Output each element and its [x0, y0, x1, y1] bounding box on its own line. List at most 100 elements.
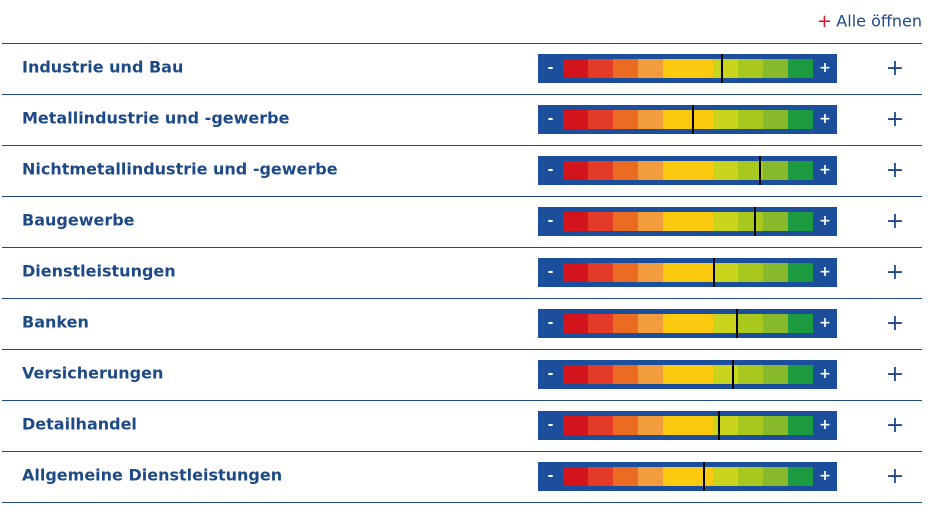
row-toggle[interactable]: +	[886, 56, 904, 81]
gauge-segment	[788, 212, 813, 231]
sector-label: Baugewerbe	[22, 211, 135, 230]
sector-row: Industrie und Bau - + +	[22, 54, 904, 83]
gauge: - +	[538, 156, 837, 185]
gauge-segment	[588, 263, 613, 282]
gauge-plus: +	[819, 315, 831, 331]
gauge-segment	[588, 212, 613, 231]
gauge-segment	[738, 110, 763, 129]
gauge-segment	[763, 314, 788, 333]
gauge-segment	[788, 467, 813, 486]
gauge-segment	[663, 314, 713, 333]
gauge-plus: +	[819, 162, 831, 178]
gauge-segment	[788, 110, 813, 129]
gauge-minus: -	[548, 213, 554, 229]
gauge-segment	[788, 263, 813, 282]
gauge-segment	[588, 59, 613, 78]
gauge-segment	[763, 161, 788, 180]
gauge-segment	[738, 212, 763, 231]
gauge-segment	[638, 416, 663, 435]
gauge-segment	[638, 212, 663, 231]
gauge-segment	[563, 212, 588, 231]
gauge-segment	[613, 314, 638, 333]
gauge-segment	[738, 161, 763, 180]
sector-label: Nichtmetallindustrie und -gewerbe	[22, 160, 338, 179]
gauge: - +	[538, 207, 837, 236]
sector-row: Metallindustrie und -gewerbe - + +	[22, 105, 904, 134]
gauge-segment	[613, 263, 638, 282]
gauge-segment	[663, 212, 713, 231]
gauge-segment	[713, 263, 738, 282]
gauge-segment	[563, 314, 588, 333]
gauge-segment	[638, 467, 663, 486]
gauge-segment	[588, 314, 613, 333]
gauge-segment	[563, 365, 588, 384]
row-toggle[interactable]: +	[886, 209, 904, 234]
row-toggle[interactable]: +	[886, 464, 904, 489]
gauge-segment	[763, 416, 788, 435]
gauge-segment	[763, 59, 788, 78]
sector-row: Banken - + +	[22, 309, 904, 338]
gauge-segment	[613, 161, 638, 180]
gauge-segment	[588, 416, 613, 435]
gauge-segment	[788, 365, 813, 384]
gauge-segment	[713, 416, 738, 435]
gauge-plus: +	[819, 111, 831, 127]
sector-row: Nichtmetallindustrie und -gewerbe - + +	[22, 156, 904, 185]
gauge-plus: +	[819, 417, 831, 433]
gauge-segment	[613, 110, 638, 129]
gauge-segment	[738, 416, 763, 435]
gauge: - +	[538, 309, 837, 338]
sector-row: Allgemeine Dienstleistungen - + +	[22, 462, 904, 491]
gauge-segment	[638, 263, 663, 282]
gauge-segment	[638, 161, 663, 180]
expand-all-icon: +	[817, 11, 832, 32]
gauge-segment	[738, 59, 763, 78]
expand-all-label: Alle öffnen	[836, 12, 922, 31]
gauge: - +	[538, 411, 837, 440]
gauge-segment	[663, 110, 713, 129]
gauge-plus: +	[819, 213, 831, 229]
row-toggle[interactable]: +	[886, 158, 904, 183]
gauge-segment	[588, 110, 613, 129]
gauge-segment	[763, 110, 788, 129]
gauge-segment	[788, 314, 813, 333]
row-toggle[interactable]: +	[886, 413, 904, 438]
gauge-minus: -	[548, 111, 554, 127]
gauge-segment	[563, 416, 588, 435]
gauge-segment	[663, 59, 713, 78]
gauge-minus: -	[548, 468, 554, 484]
row-toggle[interactable]: +	[886, 362, 904, 387]
gauge-segment	[613, 365, 638, 384]
gauge-segment	[663, 416, 713, 435]
row-toggle[interactable]: +	[886, 311, 904, 336]
gauge-segment	[563, 59, 588, 78]
gauge-segment	[613, 59, 638, 78]
sector-row: Dienstleistungen - + +	[22, 258, 904, 287]
gauge-minus: -	[548, 162, 554, 178]
gauge-segment	[713, 467, 738, 486]
gauge-minus: -	[548, 417, 554, 433]
gauge: - +	[538, 462, 837, 491]
expand-all[interactable]: + Alle öffnen	[817, 11, 922, 32]
gauge-plus: +	[819, 468, 831, 484]
gauge-plus: +	[819, 366, 831, 382]
sector-label: Allgemeine Dienstleistungen	[22, 466, 282, 485]
row-toggle[interactable]: +	[886, 107, 904, 132]
gauge-minus: -	[548, 60, 554, 76]
gauge-segment	[713, 365, 738, 384]
sector-label: Detailhandel	[22, 415, 137, 434]
sector-label: Dienstleistungen	[22, 262, 176, 281]
gauge-segment	[788, 59, 813, 78]
sector-label: Banken	[22, 313, 89, 332]
gauge-minus: -	[548, 315, 554, 331]
gauge-segment	[588, 161, 613, 180]
row-toggle[interactable]: +	[886, 260, 904, 285]
gauge-segment	[788, 161, 813, 180]
sector-label: Metallindustrie und -gewerbe	[22, 109, 290, 128]
gauge-segment	[563, 263, 588, 282]
gauge-segment	[638, 314, 663, 333]
gauge-segment	[663, 263, 713, 282]
gauge-segment	[763, 365, 788, 384]
gauge-minus: -	[548, 366, 554, 382]
